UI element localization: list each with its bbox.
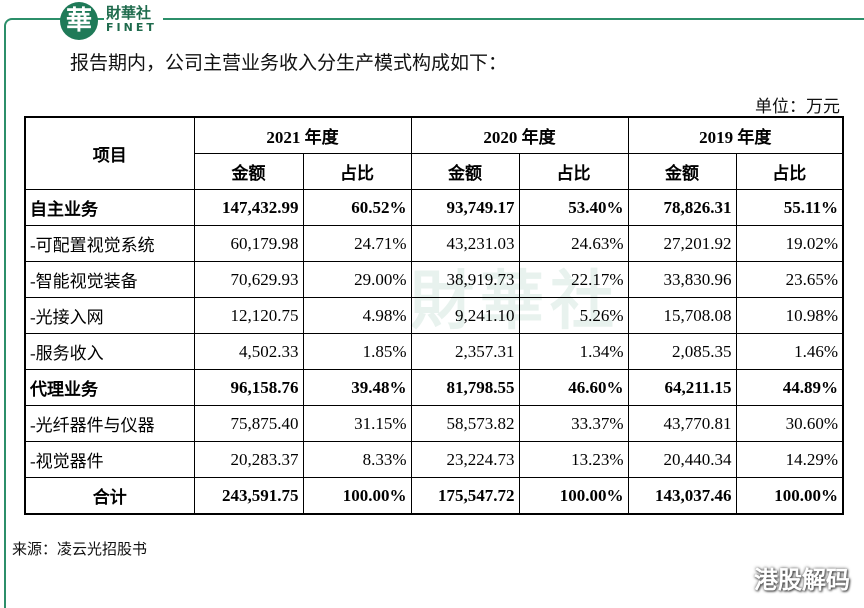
- brand-name-en: FINET: [106, 21, 157, 34]
- year-header: 2020 年度: [410, 116, 629, 154]
- row-label: -光接入网: [24, 297, 195, 334]
- row-label: -光纤器件与仪器: [24, 405, 195, 442]
- subheader: 占比: [302, 153, 412, 190]
- cell: 22.17%: [518, 261, 629, 298]
- header-row: 项目 2021 年度 2020 年度 2019 年度: [24, 116, 844, 190]
- cell: 1.34%: [518, 333, 629, 370]
- cell: 143,037.46: [627, 477, 737, 515]
- cell: 12,120.75: [193, 297, 304, 334]
- item-header: 项目: [24, 116, 195, 190]
- data-row: -服务收入 4,502.33 1.85% 2,357.31 1.34% 2,085.35 1…: [24, 333, 844, 370]
- cell: 175,547.72: [410, 477, 520, 515]
- subheader: 占比: [518, 153, 629, 190]
- cell: 8.33%: [302, 441, 412, 478]
- cell: 100.00%: [518, 477, 629, 515]
- cell: 15,708.08: [627, 297, 737, 334]
- cell: 33,830.96: [627, 261, 737, 298]
- row-label: -服务收入: [24, 333, 195, 370]
- cell: 1.85%: [302, 333, 412, 370]
- cell: 243,591.75: [193, 477, 304, 515]
- row-label: 自主业务: [24, 189, 195, 226]
- row-label: 代理业务: [24, 369, 195, 406]
- year-header: 2021 年度: [193, 116, 412, 154]
- brand-name: 財華社: [106, 4, 152, 22]
- cell: 43,770.81: [627, 405, 737, 442]
- cell: 96,158.76: [193, 369, 304, 406]
- cell: 60.52%: [302, 189, 412, 226]
- brand: 財華社 FINET: [104, 4, 163, 34]
- row-label: -可配置视觉系统: [24, 225, 195, 262]
- subheader: 金额: [410, 153, 520, 190]
- cell: 30.60%: [735, 405, 844, 442]
- data-row: -光纤器件与仪器 75,875.40 31.15% 58,573.82 33.37% 43…: [24, 405, 844, 442]
- cell: 81,798.55: [410, 369, 520, 406]
- year-header: 2019 年度: [627, 116, 844, 154]
- subheader: 金额: [193, 153, 304, 190]
- row-label: -智能视觉装备: [24, 261, 195, 298]
- cell: 4.98%: [302, 297, 412, 334]
- unit: 单位：万元: [755, 97, 840, 116]
- data-row: 代理业务 96,158.76 39.48% 81,798.55 46.60% 64,211…: [24, 369, 844, 406]
- source: 来源：凌云光招股书: [12, 540, 148, 558]
- cell: 60,179.98: [193, 225, 304, 262]
- table-head: 项目 2021 年度 2020 年度 2019 年度 金额 占比 金额 占比 金额 占比: [24, 116, 844, 190]
- cell: 38,919.73: [410, 261, 520, 298]
- cell: 64,211.15: [627, 369, 737, 406]
- cell: 39.48%: [302, 369, 412, 406]
- subheader: 金额: [627, 153, 737, 190]
- cell: 55.11%: [735, 189, 844, 226]
- frame: [4, 18, 864, 608]
- data-row: -可配置视觉系统 60,179.98 24.71% 43,231.03 24.63% 27…: [24, 225, 844, 262]
- data-row: -光接入网 12,120.75 4.98% 9,241.10 5.26% 15,708.0…: [24, 297, 844, 334]
- cell: 5.26%: [518, 297, 629, 334]
- cell: 24.63%: [518, 225, 629, 262]
- cell: 14.29%: [735, 441, 844, 478]
- subheader: 占比: [735, 153, 844, 190]
- intro: 报告期内，公司主营业务收入分生产模式构成如下：: [70, 53, 508, 74]
- cell: 78,826.31: [627, 189, 737, 226]
- cell: 33.37%: [518, 405, 629, 442]
- data-row: 合计 243,591.75 100.00% 175,547.72 100.00% 143,…: [24, 477, 844, 515]
- table-body: 自主业务 147,432.99 60.52% 93,749.17 53.40% 78,82…: [24, 189, 844, 515]
- cell: 9,241.10: [410, 297, 520, 334]
- data-row: -智能视觉装备 70,629.93 29.00% 38,919.73 22.17% 33,…: [24, 261, 844, 298]
- row-label: 合计: [24, 477, 195, 515]
- watermark: 港股解码: [754, 566, 850, 594]
- cell: 13.23%: [518, 441, 629, 478]
- cell: 20,440.34: [627, 441, 737, 478]
- data-row: -视觉器件 20,283.37 8.33% 23,224.73 13.23% 20,440…: [24, 441, 844, 478]
- cell: 100.00%: [302, 477, 412, 515]
- revenue-table: 项目 2021 年度 2020 年度 2019 年度 金额 占比 金额 占比 金额 占比 自主业务…: [24, 116, 844, 515]
- cell: 46.60%: [518, 369, 629, 406]
- logo: 華: [60, 2, 98, 40]
- cell: 43,231.03: [410, 225, 520, 262]
- cell: 31.15%: [302, 405, 412, 442]
- row-label: -视觉器件: [24, 441, 195, 478]
- cell: 1.46%: [735, 333, 844, 370]
- cell: 10.98%: [735, 297, 844, 334]
- cell: 58,573.82: [410, 405, 520, 442]
- cell: 53.40%: [518, 189, 629, 226]
- cell: 2,085.35: [627, 333, 737, 370]
- cell: 2,357.31: [410, 333, 520, 370]
- cell: 44.89%: [735, 369, 844, 406]
- data-row: 自主业务 147,432.99 60.52% 93,749.17 53.40% 78,82…: [24, 189, 844, 226]
- cell: 27,201.92: [627, 225, 737, 262]
- cell: 100.00%: [735, 477, 844, 515]
- cell: 29.00%: [302, 261, 412, 298]
- cell: 4,502.33: [193, 333, 304, 370]
- cell: 147,432.99: [193, 189, 304, 226]
- cell: 23.65%: [735, 261, 844, 298]
- cell: 70,629.93: [193, 261, 304, 298]
- cell: 24.71%: [302, 225, 412, 262]
- cell: 20,283.37: [193, 441, 304, 478]
- subheader-row: 金额 占比 金额 占比 金额 占比: [25, 153, 844, 190]
- cell: 19.02%: [735, 225, 844, 262]
- cell: 75,875.40: [193, 405, 304, 442]
- cell: 23,224.73: [410, 441, 520, 478]
- cell: 93,749.17: [410, 189, 520, 226]
